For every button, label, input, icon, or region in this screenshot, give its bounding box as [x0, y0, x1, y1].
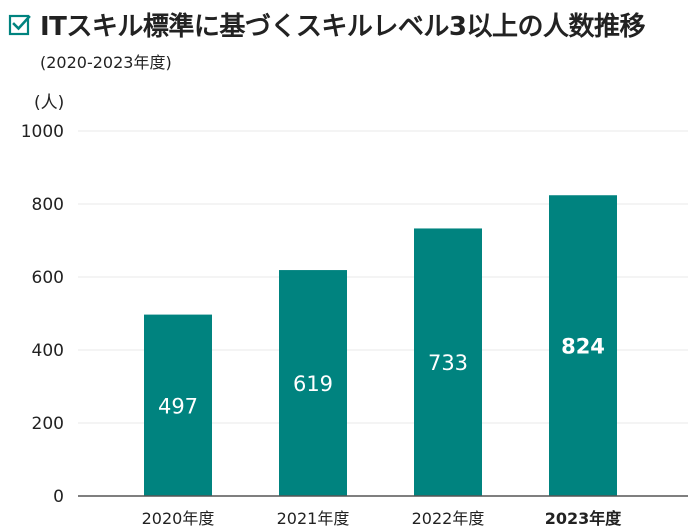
- y-tick-label: 200: [32, 414, 64, 434]
- bar-value-label: 619: [293, 372, 333, 396]
- chart-header: ITスキル標準に基づくスキルレベル3以上の人数推移 (2020-2023年度): [8, 6, 688, 73]
- x-category-label: 2020年度: [142, 509, 215, 528]
- bar: [414, 228, 482, 496]
- checkbox-checked-icon: [8, 14, 31, 35]
- y-tick-label: 600: [32, 268, 64, 288]
- y-tick-label: 800: [32, 195, 64, 215]
- bar-value-label: 733: [428, 351, 468, 375]
- bar-value-label: 497: [158, 394, 198, 418]
- y-tick-label: 0: [53, 487, 64, 507]
- bar: [279, 270, 347, 496]
- x-axis-categories: 2020年度 2021年度 2022年度 2023年度: [142, 509, 623, 528]
- bars: [144, 195, 617, 497]
- chart-subtitle: (2020-2023年度): [40, 53, 172, 72]
- x-category-label: 2023年度: [545, 509, 623, 528]
- title-row: ITスキル標準に基づくスキルレベル3以上の人数推移: [8, 6, 688, 43]
- x-category-label: 2022年度: [412, 509, 485, 528]
- x-category-label: 2021年度: [277, 509, 350, 528]
- y-tick-label: 1000: [21, 122, 64, 142]
- y-axis-ticks: 0 200 400 600 800 1000: [21, 122, 64, 507]
- bar: [549, 195, 617, 497]
- y-tick-label: 400: [32, 341, 64, 361]
- bar: [144, 314, 212, 496]
- chart-title: ITスキル標準に基づくスキルレベル3以上の人数推移: [40, 12, 646, 42]
- bar-value-labels: 497 619 733 824: [158, 335, 605, 419]
- y-axis-unit: (人): [34, 93, 64, 113]
- bar-value-label: 824: [561, 335, 605, 359]
